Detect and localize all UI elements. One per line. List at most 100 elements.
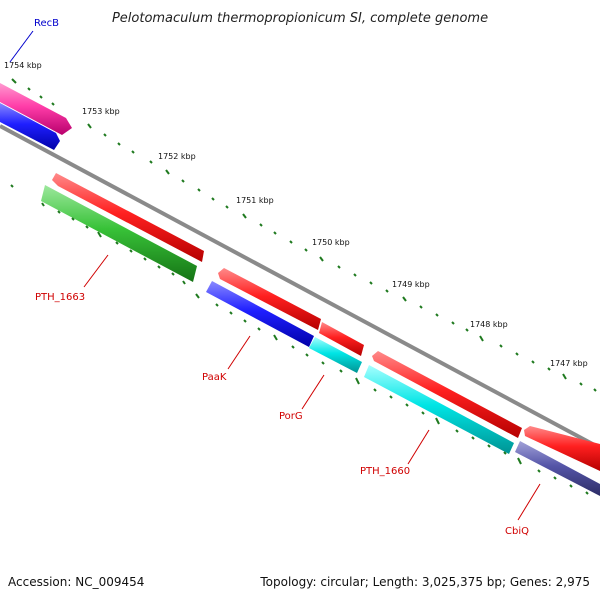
gene-label-cbiq[interactable]: CbiQ <box>505 526 529 537</box>
pth-1663-leader-line <box>83 254 109 288</box>
gene-recb-partner-arrow[interactable] <box>0 103 60 150</box>
porg-leader-line <box>301 374 325 410</box>
tick-mark <box>499 344 503 348</box>
inner-tick-track <box>10 184 589 495</box>
gene-paak-arrow[interactable] <box>206 281 314 347</box>
tick-mark <box>593 388 597 392</box>
tick-mark <box>373 388 377 392</box>
tick-mark <box>103 133 107 137</box>
gene-label-pth-1663[interactable]: PTH_1663 <box>35 292 85 303</box>
recb-leader-line <box>9 30 34 63</box>
gene-pth-1658-arrow[interactable] <box>524 426 600 471</box>
tick-mark <box>229 311 233 315</box>
kbp-label-1753: 1753 kbp <box>82 107 120 116</box>
tick-mark <box>115 241 119 245</box>
tick-mark <box>305 353 309 357</box>
cbiq-leader-line <box>517 483 541 521</box>
tick-mark <box>339 369 343 373</box>
gene-pth-1662-arrow[interactable] <box>52 173 204 262</box>
genome-title: Pelotomaculum thermopropionicum SI, comp… <box>112 11 488 26</box>
gene-label-recb[interactable]: RecB <box>34 18 59 29</box>
gene-label-leaders <box>9 30 541 521</box>
tick-mark <box>435 313 439 317</box>
gene-porg-arrow[interactable] <box>309 337 362 373</box>
gene-label-porg[interactable]: PorG <box>279 411 303 422</box>
tick-mark <box>11 78 17 84</box>
tick-mark <box>197 188 201 192</box>
gene-pth-1661b-arrow[interactable] <box>319 322 364 356</box>
tick-mark <box>385 289 389 293</box>
gene-pth-1659-arrow[interactable] <box>372 351 522 438</box>
tick-mark <box>585 491 589 495</box>
tick-mark <box>547 367 551 371</box>
genes-forward-strand <box>0 83 600 471</box>
tick-mark <box>41 202 45 207</box>
gene-labels: RecB PTH_1663 PaaK PorG PTH_1660 CbiQ <box>34 18 529 537</box>
tick-mark <box>487 444 491 448</box>
tick-mark <box>503 451 507 455</box>
tick-mark <box>195 293 200 299</box>
tick-mark <box>353 273 357 277</box>
tick-mark <box>402 296 407 302</box>
genes-reverse-strand <box>0 103 600 496</box>
tick-mark <box>157 265 161 269</box>
tick-mark <box>479 335 484 342</box>
tick-mark <box>273 334 278 341</box>
kbp-label-1751: 1751 kbp <box>236 196 274 205</box>
tick-mark <box>291 345 295 349</box>
tick-mark <box>257 327 261 331</box>
kbp-label-1752: 1752 kbp <box>158 152 196 161</box>
tick-mark <box>117 142 121 146</box>
tick-mark <box>537 469 541 473</box>
pth-1660-leader-line <box>407 429 430 465</box>
tick-mark <box>451 321 455 325</box>
tick-mark <box>355 377 360 385</box>
tick-mark <box>97 231 102 238</box>
tick-mark <box>149 160 153 164</box>
tick-mark <box>337 265 341 269</box>
tick-mark <box>405 403 409 407</box>
tick-mark <box>319 256 324 262</box>
topology-text: Topology: circular; Length: 3,025,375 bp… <box>259 575 590 589</box>
tick-mark <box>131 150 135 154</box>
tick-mark <box>243 319 247 323</box>
tick-mark <box>421 411 425 415</box>
gene-pth-1661-arrow[interactable] <box>218 268 321 330</box>
tick-mark <box>515 352 519 356</box>
tick-mark <box>85 225 89 229</box>
kbp-label-1747: 1747 kbp <box>550 359 588 368</box>
tick-mark <box>419 305 423 309</box>
gene-pth-1660-arrow[interactable] <box>364 365 514 454</box>
gene-label-pth-1660[interactable]: PTH_1660 <box>360 466 410 477</box>
tick-mark <box>57 210 61 214</box>
genome-backbone <box>0 124 600 450</box>
kbp-label-1748: 1748 kbp <box>470 320 508 329</box>
tick-mark <box>242 213 247 219</box>
kbp-label-1754: 1754 kbp <box>4 61 42 70</box>
tick-mark <box>225 205 229 209</box>
tick-mark <box>579 382 583 386</box>
tick-mark <box>455 429 459 433</box>
gene-pth-1663-arrow[interactable] <box>41 185 197 282</box>
kbp-label-1749: 1749 kbp <box>392 280 430 289</box>
tick-mark <box>273 231 277 235</box>
tick-mark <box>215 303 219 307</box>
tick-mark <box>435 417 440 425</box>
gene-label-paak[interactable]: PaaK <box>202 372 227 383</box>
tick-mark <box>471 436 475 440</box>
tick-mark <box>39 95 43 99</box>
tick-mark <box>143 257 147 261</box>
tick-mark <box>465 328 469 332</box>
tick-mark <box>87 123 92 129</box>
tick-mark <box>289 240 293 244</box>
kbp-labels: 1754 kbp 1753 kbp 1752 kbp 1751 kbp 1750… <box>4 61 588 368</box>
outer-tick-track <box>11 78 597 392</box>
gene-cbiq-arrow[interactable] <box>515 441 600 496</box>
tick-mark <box>304 248 308 252</box>
tick-mark <box>569 484 573 488</box>
tick-mark <box>51 102 55 106</box>
tick-mark <box>27 87 31 91</box>
gene-recb-arrow[interactable] <box>0 83 72 135</box>
tick-mark <box>553 476 557 480</box>
